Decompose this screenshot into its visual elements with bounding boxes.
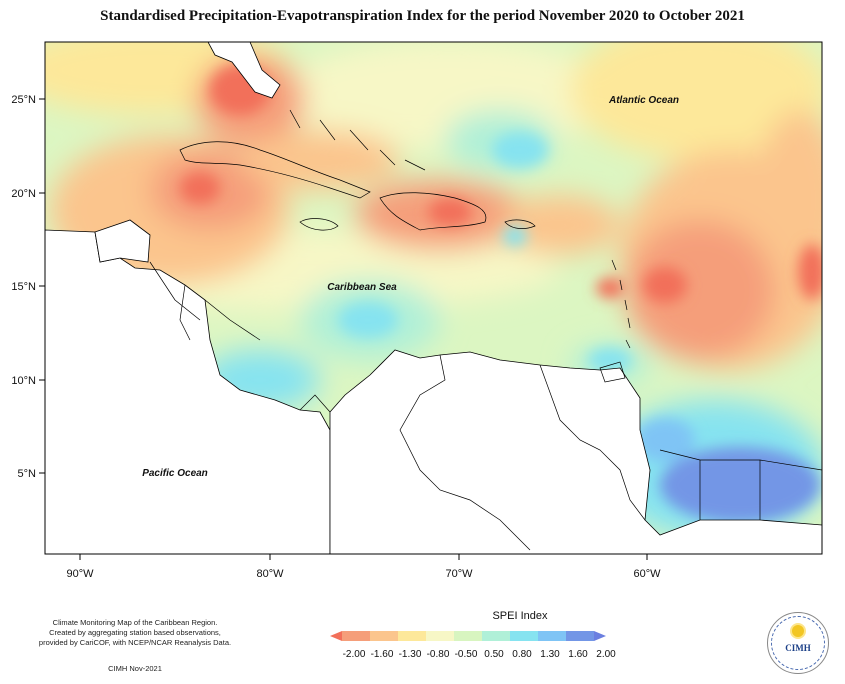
- legend-swatch: [594, 631, 606, 641]
- legend-swatch: [482, 631, 510, 641]
- coastlines: [149, 109, 822, 551]
- lat-label-20n: 20°N: [11, 188, 36, 200]
- legend-label: -0.50: [454, 649, 478, 660]
- caribbean-sea-label: Caribbean Sea: [327, 282, 397, 293]
- legend-swatch: [426, 631, 454, 641]
- legend-swatch: [370, 631, 398, 641]
- lon-label-90w: 90°W: [66, 568, 94, 580]
- legend-label: 1.30: [540, 649, 560, 660]
- map-frame: [44, 41, 823, 555]
- lon-label-80w: 80°W: [256, 568, 284, 580]
- land: [45, 42, 822, 554]
- legend-label: -0.80: [426, 649, 450, 660]
- legend-label: -1.60: [370, 649, 394, 660]
- caption-line-1: Climate Monitoring Map of the Caribbean …: [52, 618, 218, 627]
- lat-label-5n: 5°N: [18, 468, 37, 480]
- lon-label-60w: 60°W: [633, 568, 661, 580]
- spei-color-bar: [330, 631, 606, 641]
- spei-map: 25°N 20°N 15°N 10°N 5°N 90°W 80°W 70°W 6…: [11, 41, 823, 580]
- legend-swatch: [538, 631, 566, 641]
- legend-swatch: [454, 631, 482, 641]
- lat-label-25n: 25°N: [11, 94, 36, 106]
- lon-label-70w: 70°W: [445, 568, 473, 580]
- legend-label: -2.00: [342, 649, 366, 660]
- legend-title: SPEI Index: [492, 610, 548, 622]
- caption-line-2: Created by aggregating station based obs…: [49, 628, 221, 637]
- logo-ring: [771, 616, 825, 670]
- cimh-logo: CIMH: [767, 612, 829, 674]
- logo-text: CIMH: [785, 643, 811, 653]
- legend-label: 2.00: [596, 649, 616, 660]
- legend-swatch: [398, 631, 426, 641]
- sun-icon: [792, 625, 804, 637]
- legend-swatch: [510, 631, 538, 641]
- legend-swatch: [342, 631, 370, 641]
- atlantic-ocean-label: Atlantic Ocean: [608, 95, 679, 106]
- legend-swatch: [330, 631, 342, 641]
- pacific-ocean-label: Pacific Ocean: [142, 468, 208, 479]
- legend-label: 1.60: [568, 649, 588, 660]
- legend-label: 0.80: [512, 649, 532, 660]
- caption-line-3: provided by CariCOF, with NCEP/NCAR Rean…: [38, 638, 232, 647]
- spei-field: [45, 42, 822, 554]
- legend-label: 0.50: [484, 649, 504, 660]
- map-credit: CIMH Nov-2021: [108, 664, 162, 673]
- lon-ticks: [79, 554, 648, 560]
- legend-label: -1.30: [398, 649, 422, 660]
- lat-label-10n: 10°N: [11, 375, 36, 387]
- legend-swatch: [566, 631, 594, 641]
- map-caption: Climate Monitoring Map of the Caribbean …: [0, 618, 270, 648]
- map-title: Standardised Precipitation-Evapotranspir…: [100, 8, 745, 24]
- lat-label-15n: 15°N: [11, 281, 36, 293]
- lat-ticks: [39, 98, 45, 474]
